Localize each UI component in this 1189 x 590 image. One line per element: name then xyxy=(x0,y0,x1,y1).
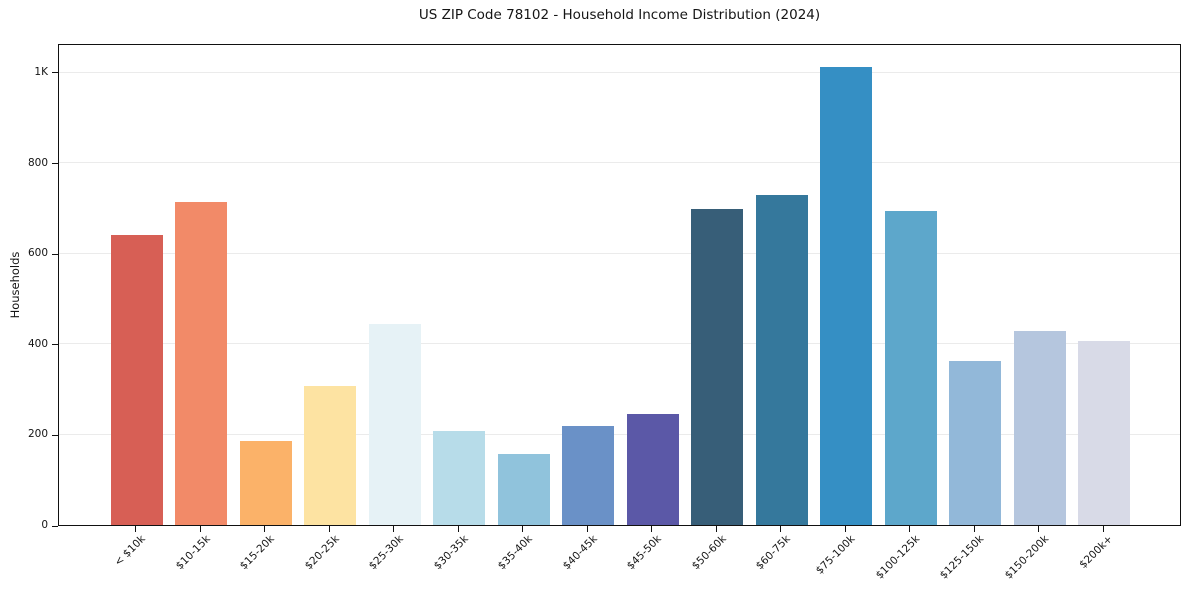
y-tick-mark xyxy=(52,253,58,255)
gridline xyxy=(59,71,1180,73)
bar xyxy=(497,454,550,525)
plot-area xyxy=(58,44,1181,526)
bar xyxy=(755,195,808,525)
bar xyxy=(691,209,743,525)
y-axis-label: Households xyxy=(8,251,22,319)
x-tick-mark xyxy=(135,526,136,532)
x-tick-mark xyxy=(909,526,910,532)
x-tick-mark xyxy=(715,526,717,532)
x-tick-label: $200k+ xyxy=(1077,533,1116,571)
x-tick-label: $125-150k xyxy=(937,533,987,582)
bar xyxy=(820,67,872,525)
bar xyxy=(884,211,937,525)
y-tick-mark xyxy=(52,163,58,165)
bar xyxy=(304,386,356,525)
x-tick-label: $20-25k xyxy=(302,533,342,573)
x-tick-mark xyxy=(651,526,652,532)
x-tick-label: $150-200k xyxy=(1002,533,1051,582)
bar xyxy=(949,361,1001,525)
y-tick-label: 600 xyxy=(27,247,48,260)
gridline xyxy=(59,433,1180,435)
y-tick-label: 1K xyxy=(34,65,48,78)
x-tick-label: $50-60k xyxy=(689,533,729,573)
x-tick-label: $30-35k xyxy=(431,533,471,573)
y-tick-mark xyxy=(52,72,58,74)
bar xyxy=(1013,331,1066,525)
x-tick-mark xyxy=(1038,526,1039,532)
x-tick-mark xyxy=(199,526,201,532)
gridline xyxy=(59,343,1180,345)
bar xyxy=(562,426,614,525)
x-tick-label: $15-20k xyxy=(237,533,277,573)
x-tick-label: < $10k xyxy=(112,533,148,569)
x-tick-mark xyxy=(1102,526,1104,532)
y-tick-label: 400 xyxy=(27,337,48,350)
x-tick-mark xyxy=(844,526,846,532)
x-tick-mark xyxy=(393,526,394,532)
chart-title: US ZIP Code 78102 - Household Income Dis… xyxy=(418,7,821,23)
x-tick-mark xyxy=(780,526,781,532)
x-tick-mark xyxy=(973,526,975,532)
x-tick-mark xyxy=(586,526,588,532)
x-tick-mark xyxy=(457,526,459,532)
y-tick-mark xyxy=(52,434,58,436)
x-tick-mark xyxy=(522,526,523,532)
gridline xyxy=(59,252,1180,254)
x-tick-mark xyxy=(264,526,265,532)
x-tick-label: $45-50k xyxy=(624,533,664,573)
x-tick-label: $40-45k xyxy=(560,533,600,573)
y-tick-mark xyxy=(52,525,58,527)
x-tick-label: $35-40k xyxy=(495,533,535,573)
y-tick-label: 0 xyxy=(41,519,48,531)
bar xyxy=(1078,341,1130,525)
x-tick-mark xyxy=(328,526,330,532)
bar xyxy=(368,324,421,525)
bar xyxy=(110,235,163,525)
y-tick-label: 800 xyxy=(27,156,48,169)
bar xyxy=(239,441,292,525)
bar xyxy=(626,414,679,525)
x-tick-label: $10-15k xyxy=(173,533,213,573)
x-tick-label: $100-125k xyxy=(873,533,922,582)
bar xyxy=(433,431,485,525)
x-tick-label: $75-100k xyxy=(813,533,858,577)
y-tick-label: 200 xyxy=(27,428,48,441)
gridline xyxy=(59,162,1180,164)
y-tick-mark xyxy=(52,344,58,346)
bar xyxy=(175,202,227,525)
x-tick-label: $25-30k xyxy=(366,533,406,573)
x-tick-label: $60-75k xyxy=(753,533,793,573)
